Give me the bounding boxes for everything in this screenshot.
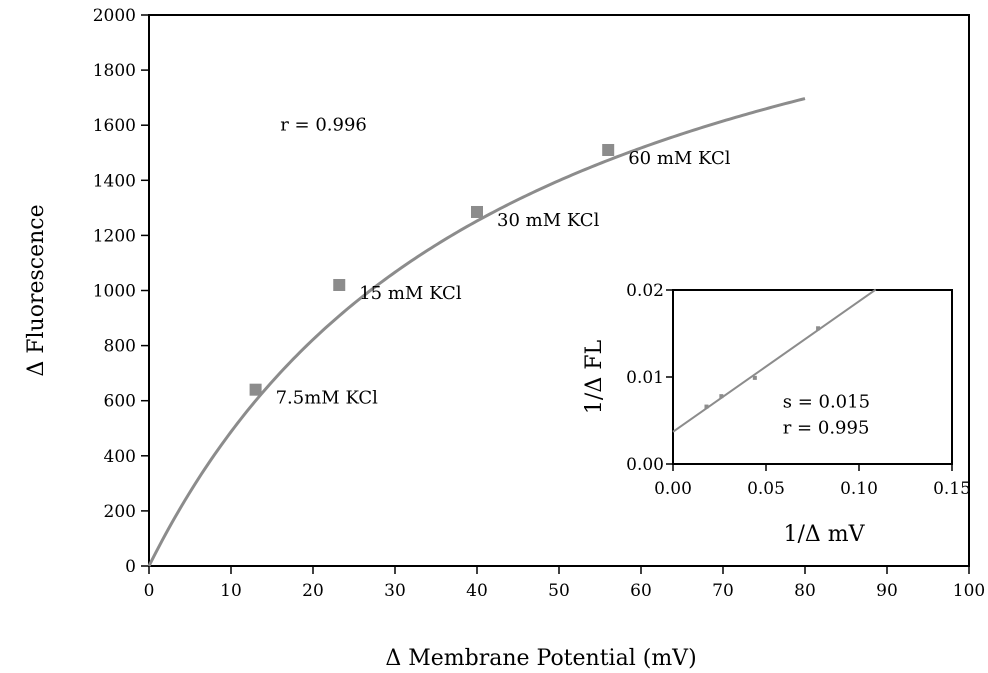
x-tick-label: 0 — [144, 581, 155, 601]
y-tick-label: 1600 — [93, 116, 136, 136]
inset-x-tick-label: 0.15 — [933, 479, 971, 499]
x-tick-label: 80 — [794, 581, 816, 601]
y-tick-label: 1200 — [93, 226, 136, 246]
inset-frame — [672, 289, 953, 465]
x-tick-label: 20 — [302, 581, 324, 601]
y-axis-title: Δ Fluorescence — [24, 204, 49, 376]
point-label: 7.5mM KCl — [276, 388, 379, 409]
inset-data-point — [719, 394, 724, 399]
y-tick-label: 1800 — [93, 61, 136, 81]
x-axis-title: Δ Membrane Potential (mV) — [385, 646, 696, 671]
inset-data-point — [752, 375, 757, 380]
y-tick-label: 0 — [125, 557, 136, 577]
data-point — [471, 205, 483, 218]
x-tick-label: 30 — [384, 581, 406, 601]
data-point — [602, 143, 615, 156]
x-tick-label: 60 — [630, 581, 652, 601]
inset-y-axis-title: 1/Δ FL — [582, 340, 607, 415]
inset-x-tick-label: 0.00 — [654, 479, 692, 499]
main-plot: 0 10 20 30 40 50 60 70 80 90 100020040060080010001… — [24, 6, 985, 671]
x-tick-label: 70 — [712, 581, 734, 601]
correlation-annotation: r = 0.996 — [280, 115, 367, 136]
data-point — [333, 278, 346, 291]
inset-annotation: s = 0.015 — [783, 391, 870, 412]
data-point — [249, 383, 262, 396]
point-label: 30 mM KCl — [497, 210, 600, 231]
y-tick-label: 200 — [104, 502, 136, 522]
inset-x-tick-label: 0.10 — [840, 479, 878, 499]
inset-data-point — [816, 326, 821, 331]
inset-plot: 0.00 0.05 0.10 0.15 0.00 0.01 0.02 1/Δ mV 1/Δ FL… — [582, 281, 971, 547]
point-label: 15 mM KCl — [359, 283, 462, 304]
y-tick-label: 800 — [104, 337, 136, 357]
inset-x-axis-title: 1/Δ mV — [783, 522, 865, 547]
fit-curve — [147, 97, 806, 567]
y-tick-label: 2000 — [93, 6, 136, 26]
inset-y-tick-label: 0.02 — [626, 281, 664, 301]
inset-x-tick-label: 0.05 — [747, 479, 785, 499]
x-tick-label: 50 — [548, 581, 570, 601]
x-tick-label: 10 — [220, 581, 242, 601]
x-tick-label: 40 — [466, 581, 488, 601]
point-label: 60 mM KCl — [628, 148, 731, 169]
x-tick-label: 90 — [876, 581, 898, 601]
x-tick-label: 100 — [953, 581, 985, 601]
y-tick-label: 1400 — [93, 171, 136, 191]
inset-data-point — [704, 404, 709, 409]
inset-y-tick-label: 0.00 — [626, 455, 664, 475]
inset-annotation: r = 0.995 — [783, 418, 870, 439]
y-tick-label: 600 — [104, 392, 136, 412]
inset-y-tick-label: 0.01 — [626, 368, 664, 388]
y-tick-label: 400 — [104, 447, 136, 467]
y-tick-label: 1000 — [93, 282, 136, 302]
